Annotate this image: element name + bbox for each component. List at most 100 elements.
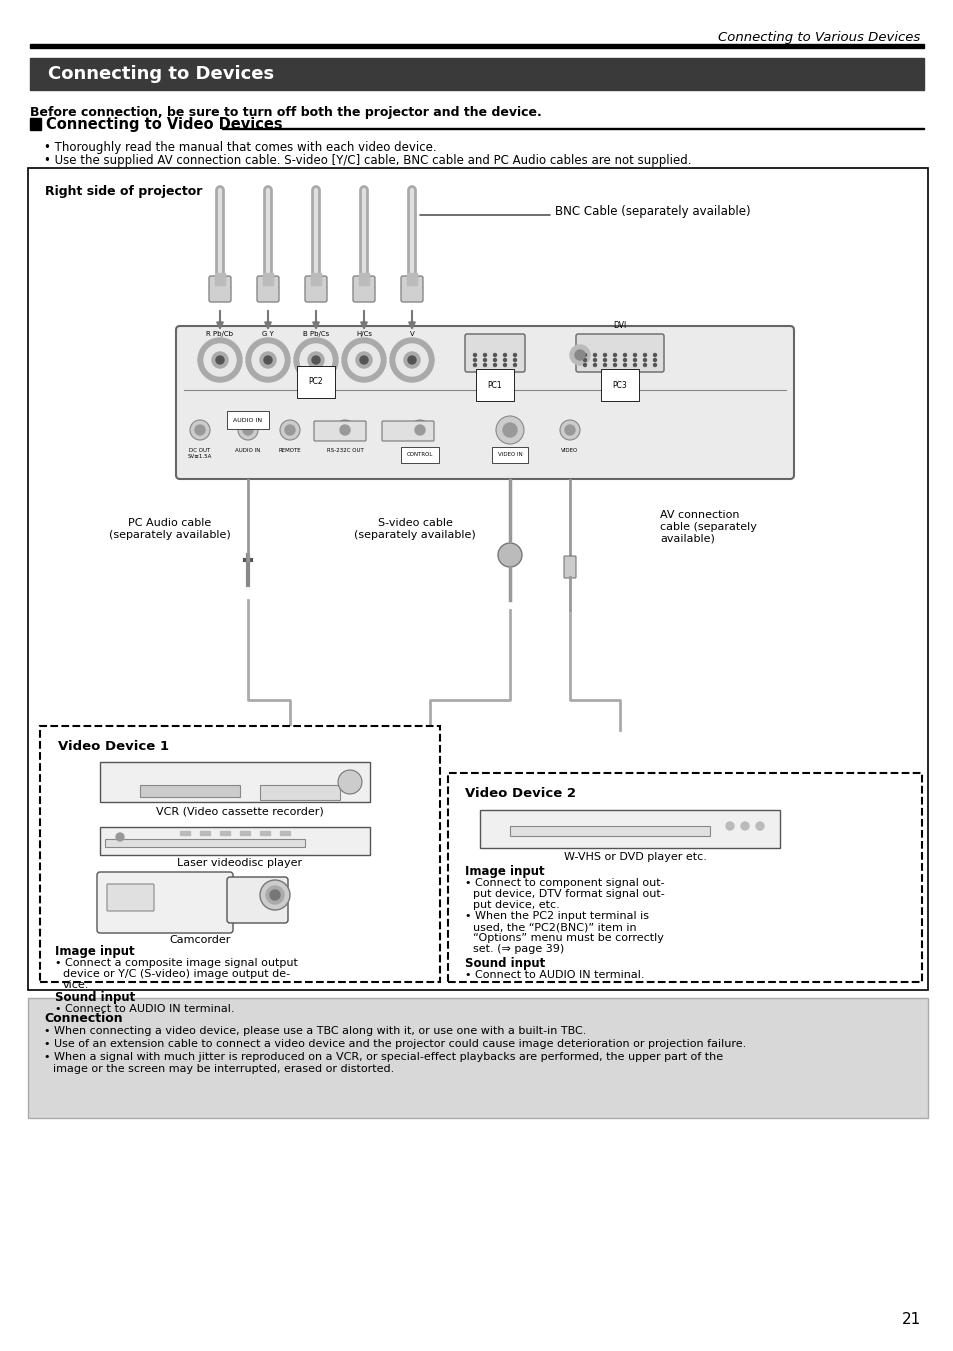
Circle shape [643,354,646,357]
Circle shape [503,363,506,366]
Circle shape [513,354,516,357]
Circle shape [583,358,586,362]
Circle shape [116,834,124,842]
Circle shape [243,426,253,435]
FancyBboxPatch shape [314,422,366,440]
Text: B Pb/Cs: B Pb/Cs [302,331,329,336]
Circle shape [473,354,476,357]
Circle shape [633,354,636,357]
Circle shape [299,345,332,376]
Circle shape [603,354,606,357]
Circle shape [593,363,596,366]
Bar [260,831,270,835]
Text: put device, DTV format signal out-: put device, DTV format signal out- [473,889,664,898]
Circle shape [653,358,656,362]
Circle shape [483,358,486,362]
Circle shape [504,426,515,435]
Circle shape [335,420,355,440]
Circle shape [410,420,430,440]
Text: Y/C
VIDEO IN: Y/C VIDEO IN [497,449,522,459]
Circle shape [613,358,616,362]
Text: PC1: PC1 [487,381,502,389]
Circle shape [285,426,294,435]
Text: • Thoroughly read the manual that comes with each video device.: • Thoroughly read the manual that comes … [44,141,436,154]
Circle shape [653,354,656,357]
Bar [180,831,190,835]
Bar [407,273,416,285]
Circle shape [264,357,272,363]
Circle shape [559,420,579,440]
Text: G Y: G Y [262,331,274,336]
Bar [280,831,290,835]
Bar [510,825,709,836]
Circle shape [575,350,584,359]
Circle shape [237,420,257,440]
Bar [263,273,273,285]
Text: image or the screen may be interrupted, erased or distorted.: image or the screen may be interrupted, … [53,1065,394,1074]
Circle shape [260,880,290,911]
Text: DC OUT
SV≡1.5A: DC OUT SV≡1.5A [188,449,212,459]
Bar [222,127,923,128]
FancyBboxPatch shape [576,334,663,372]
Circle shape [725,821,733,830]
Circle shape [312,357,319,363]
Circle shape [270,890,280,900]
Text: Right side of projector: Right side of projector [45,185,202,199]
Bar [40,725,439,982]
Circle shape [252,345,284,376]
Circle shape [337,770,361,794]
Text: W-VHS or DVD player etc.: W-VHS or DVD player etc. [563,852,706,862]
Circle shape [583,354,586,357]
Circle shape [308,353,324,367]
Bar [311,273,320,285]
Text: Connecting to Video Devices: Connecting to Video Devices [46,116,282,131]
Bar [28,998,927,1119]
Circle shape [603,358,606,362]
Circle shape [503,358,506,362]
Text: vice.: vice. [63,979,90,990]
Text: • Connect a composite image signal output: • Connect a composite image signal outpu… [55,958,297,969]
Circle shape [653,363,656,366]
Text: Laser videodisc player: Laser videodisc player [177,858,302,867]
Text: device or Y/C (S-video) image output de-: device or Y/C (S-video) image output de- [63,969,290,979]
Text: CONTROL: CONTROL [406,453,433,458]
Circle shape [493,358,496,362]
Bar [30,118,41,130]
Circle shape [623,354,626,357]
Circle shape [395,345,428,376]
Text: RS-232C IN
CONTROL: RS-232C IN CONTROL [404,449,435,459]
Text: Image input: Image input [55,944,134,958]
Circle shape [190,420,210,440]
Bar [100,827,370,855]
FancyBboxPatch shape [305,276,327,303]
Text: PC3: PC3 [612,381,627,389]
Circle shape [204,345,235,376]
Circle shape [408,357,416,363]
Circle shape [493,354,496,357]
Text: • When the PC2 input terminal is: • When the PC2 input terminal is [464,911,648,921]
Text: • When connecting a video device, please use a TBC along with it, or use one wit: • When connecting a video device, please… [44,1025,586,1036]
Circle shape [483,363,486,366]
FancyBboxPatch shape [209,276,231,303]
Bar [140,785,240,797]
Circle shape [280,420,299,440]
Text: Camcorder: Camcorder [169,935,231,944]
Circle shape [755,821,763,830]
Text: S-video cable
(separately available): S-video cable (separately available) [354,517,476,539]
Bar [260,785,339,800]
Circle shape [390,338,434,382]
Circle shape [341,338,386,382]
Text: AV connection
cable (separately
available): AV connection cable (separately availabl… [659,509,756,543]
Circle shape [633,363,636,366]
FancyBboxPatch shape [400,276,422,303]
Circle shape [593,358,596,362]
Circle shape [593,354,596,357]
Circle shape [583,363,586,366]
Bar [220,831,230,835]
Circle shape [493,363,496,366]
Bar [200,831,210,835]
Circle shape [569,345,589,365]
Bar [479,811,780,848]
Text: V: V [409,331,414,336]
Text: Before connection, be sure to turn off both the projector and the device.: Before connection, be sure to turn off b… [30,105,541,119]
